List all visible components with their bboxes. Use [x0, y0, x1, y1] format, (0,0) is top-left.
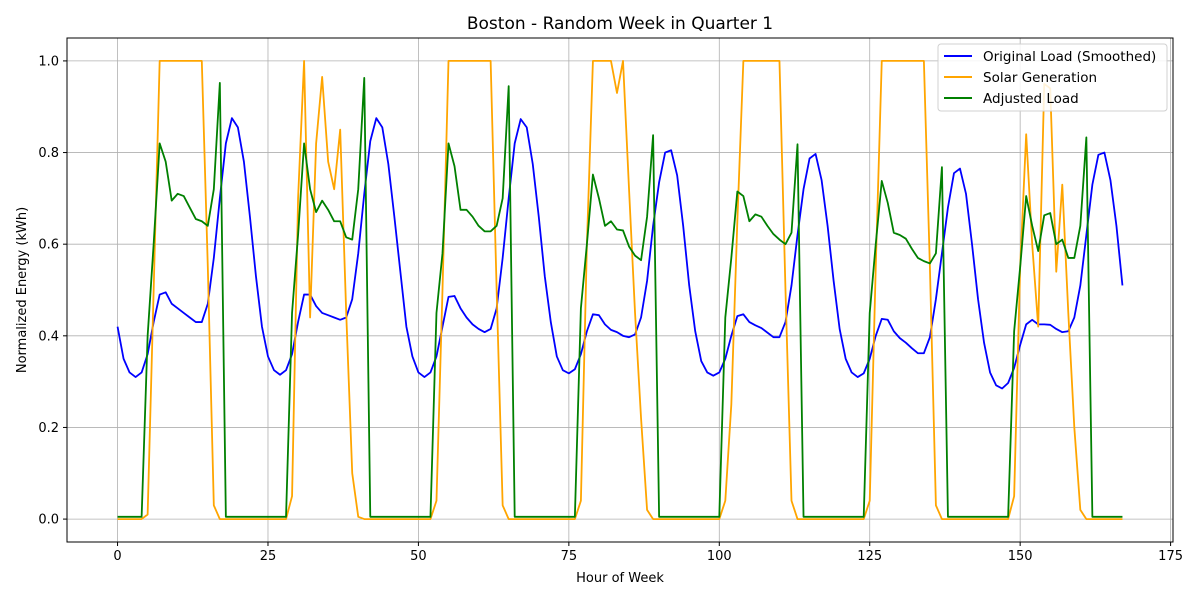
legend: Original Load (Smoothed) Solar Generation…: [937, 43, 1168, 112]
x-tick-label: 150: [1008, 549, 1033, 564]
series-line-adjusted-load: [117, 76, 1123, 518]
y-tick-label: 0.8: [38, 146, 59, 161]
y-tick-label: 0.4: [38, 329, 59, 344]
x-tick-label: 75: [561, 549, 578, 564]
ticks: 0 25 50 75 100 125 150 175 0.0 0.2 0.4 0.6 0.8 1.0: [38, 54, 1183, 564]
x-axis-label: Hour of Week: [576, 571, 664, 586]
series-line-solar-generation: [117, 60, 1123, 520]
legend-box: [937, 43, 1168, 112]
x-tick-label: 125: [857, 549, 882, 564]
axes-frame: [66, 37, 1174, 543]
y-tick-label: 0.2: [38, 421, 59, 436]
legend-label: Adjusted Load: [983, 91, 1079, 107]
series-lines: [116, 60, 1124, 520]
legend-label: Original Load (Smoothed): [983, 49, 1156, 65]
x-tick-label: 0: [113, 549, 121, 564]
x-tick-label: 175: [1158, 549, 1183, 564]
legend-label: Solar Generation: [983, 70, 1097, 86]
x-tick-label: 25: [260, 549, 277, 564]
x-tick-label: 50: [410, 549, 427, 564]
y-tick-label: 0.0: [38, 513, 59, 528]
y-tick-label: 0.6: [38, 238, 59, 253]
y-axis-label: Normalized Energy (kWh): [15, 207, 30, 373]
chart-title: Boston - Random Week in Quarter 1: [467, 14, 773, 34]
x-tick-label: 100: [707, 549, 732, 564]
y-tick-label: 1.0: [38, 54, 59, 69]
series-line-original-load-smoothed: [116, 117, 1124, 390]
